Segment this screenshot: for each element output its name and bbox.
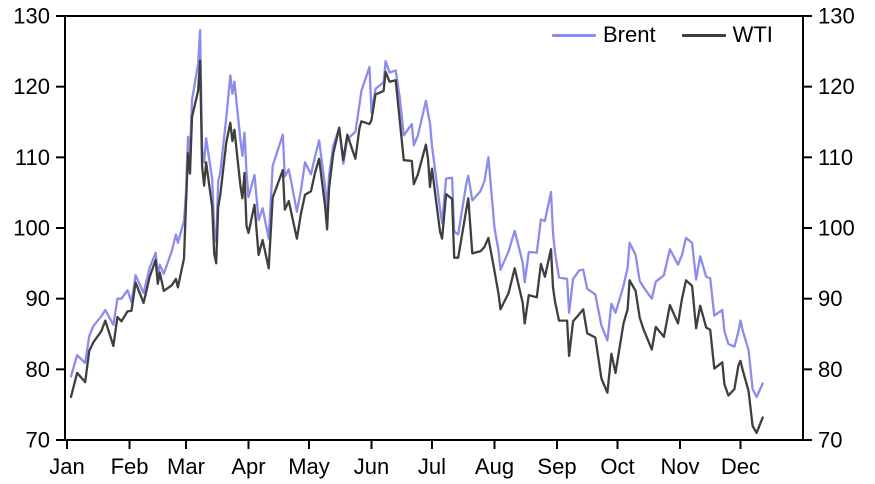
x-axis-tick-label: Dec: [721, 454, 760, 479]
brent-price-line: [69, 28, 764, 399]
y-axis-left-tick-label: 130: [13, 4, 50, 29]
y-axis-left-tick-label: 90: [26, 286, 50, 311]
wti-price-line: [69, 59, 764, 435]
x-axis-tick-label: Aug: [475, 454, 514, 479]
chart-legend: Brent WTI: [552, 24, 773, 46]
y-axis-left-tick-label: 70: [26, 428, 50, 453]
y-axis-left-tick-label: 110: [15, 145, 50, 170]
y-axis-right-tick-label: 110: [818, 145, 853, 170]
brent-line-swatch: [552, 33, 596, 37]
y-axis-right-tick-label: 80: [818, 357, 842, 382]
x-axis-tick-label: Oct: [600, 454, 634, 479]
y-axis-left-tick-label: 80: [26, 357, 50, 382]
legend-item-wti: WTI: [681, 22, 773, 47]
x-axis-tick-label: Jun: [354, 454, 389, 479]
plot-border: [64, 15, 804, 441]
y-axis-right-tick-label: 100: [818, 216, 855, 241]
y-axis-left-tick-label: 120: [13, 74, 50, 99]
brent-legend-label: Brent: [603, 22, 656, 47]
y-axis-right-tick-label: 120: [818, 74, 855, 99]
x-axis-tick-label: Jul: [418, 454, 446, 479]
wti-line-swatch: [681, 33, 726, 37]
legend-item-brent: Brent: [552, 24, 656, 46]
x-axis-tick-label: Nov: [660, 454, 699, 479]
x-axis-tick-label: Jan: [49, 454, 84, 479]
y-axis-right-tick-label: 90: [818, 286, 842, 311]
x-axis-tick-label: Feb: [111, 454, 149, 479]
y-axis-right-tick-label: 70: [818, 428, 842, 453]
y-axis-right-tick-label: 130: [818, 4, 855, 29]
y-axis-left-tick-label: 100: [13, 216, 50, 241]
wti-legend-label: WTI: [732, 22, 773, 47]
x-axis-tick-label: Sep: [537, 454, 576, 479]
x-axis-tick-label: May: [288, 454, 330, 479]
x-axis-tick-label: Mar: [167, 454, 205, 479]
x-axis-tick-label: Apr: [231, 454, 265, 479]
